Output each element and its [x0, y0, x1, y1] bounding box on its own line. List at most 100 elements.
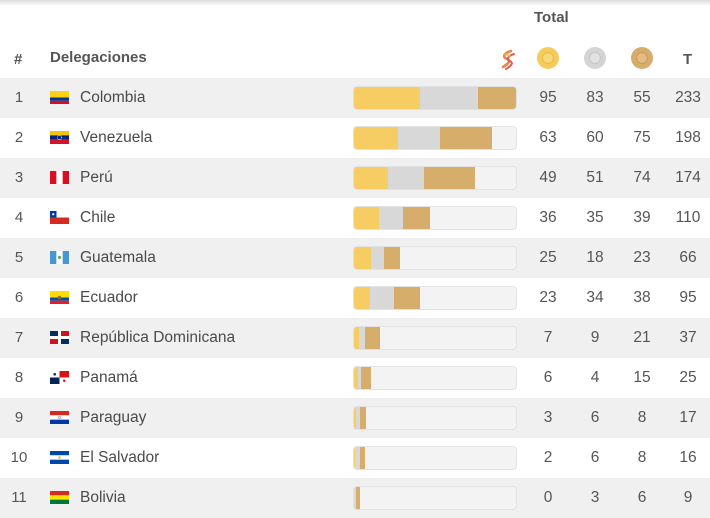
silver-bar-segment — [388, 167, 424, 189]
gold-bar-segment — [354, 367, 359, 389]
total-count: 9 — [683, 489, 693, 506]
gold-count: 0 — [543, 489, 553, 506]
country-name[interactable]: Paraguay — [80, 409, 147, 426]
silver-bar-segment — [369, 287, 394, 309]
silver-count: 9 — [590, 329, 600, 346]
table-row[interactable]: 2 Venezuela 63 60 75 198 — [0, 118, 710, 158]
table-row[interactable]: 1 Colombia 95 83 55 233 — [0, 78, 710, 118]
table-row[interactable]: 5 Guatemala 25 18 23 66 — [0, 238, 710, 278]
country-name[interactable]: República Dominicana — [80, 329, 236, 346]
total-count: 16 — [679, 449, 697, 466]
guatemala-flag-icon — [50, 251, 69, 264]
gold-count: 2 — [543, 449, 553, 466]
gold-count: 25 — [539, 249, 557, 266]
medal-distribution-bar — [353, 366, 517, 390]
table-row[interactable]: 3 Perú 49 51 74 174 — [0, 158, 710, 198]
medal-distribution-bar — [353, 206, 517, 230]
ecuador-flag-icon — [50, 291, 69, 304]
bronze-count: 8 — [637, 409, 647, 426]
gold-count: 63 — [539, 129, 557, 146]
country-name[interactable]: Chile — [80, 209, 116, 226]
gold-bar-segment — [354, 87, 421, 109]
silver-bar-segment — [356, 407, 361, 429]
bronze-count: 21 — [633, 329, 651, 346]
table-row[interactable]: 4 Chile 36 35 39 110 — [0, 198, 710, 238]
rank-cell: 4 — [14, 209, 24, 226]
bronze-bar-segment — [403, 207, 431, 229]
country-name[interactable]: Ecuador — [80, 289, 138, 306]
bronze-bar-segment — [439, 127, 492, 149]
gold-count: 7 — [543, 329, 553, 346]
bronze-bar-segment — [359, 447, 366, 469]
rank-cell: 5 — [14, 249, 24, 266]
medal-distribution-bar — [353, 86, 517, 110]
rank-cell: 10 — [10, 449, 28, 466]
bolivia-flag-icon — [50, 491, 69, 504]
gold-count: 3 — [543, 409, 553, 426]
top-shadow — [0, 0, 710, 6]
silver-bar-segment — [371, 247, 384, 269]
peru-flag-icon — [50, 171, 69, 184]
bronze-count: 38 — [633, 289, 651, 306]
gold-count: 6 — [543, 369, 553, 386]
silver-bar-segment — [397, 127, 440, 149]
table-row[interactable]: 7 República Dominicana 7 9 21 37 — [0, 318, 710, 358]
bronze-count: 8 — [637, 449, 647, 466]
country-name[interactable]: Venezuela — [80, 129, 153, 146]
country-name[interactable]: Guatemala — [80, 249, 156, 266]
country-name[interactable]: Perú — [80, 169, 113, 186]
silver-count: 4 — [590, 369, 600, 386]
bronze-bar-segment — [383, 247, 400, 269]
bronze-count: 23 — [633, 249, 651, 266]
silver-count: 18 — [586, 249, 604, 266]
country-name[interactable]: El Salvador — [80, 449, 160, 466]
gold-bar-segment — [354, 447, 356, 469]
gold-bar-segment — [354, 207, 380, 229]
rank-cell: 11 — [11, 489, 27, 506]
panama-flag-icon — [50, 371, 69, 384]
chile-flag-icon — [50, 211, 69, 224]
gold-count: 49 — [539, 169, 557, 186]
bronze-bar-segment — [477, 87, 516, 109]
rank-cell: 2 — [14, 129, 24, 146]
bronze-medal-icon[interactable] — [631, 47, 653, 69]
gold-medal-icon[interactable] — [537, 47, 559, 69]
silver-bar-segment — [420, 87, 478, 109]
country-name[interactable]: Colombia — [80, 89, 146, 106]
silver-count: 83 — [586, 89, 604, 106]
total-count: 37 — [679, 329, 697, 346]
silver-medal-icon[interactable] — [584, 47, 606, 69]
table-row[interactable]: 6 Ecuador 23 34 38 95 — [0, 278, 710, 318]
country-name[interactable]: Panamá — [80, 369, 138, 386]
total-column-group-label: Total — [534, 9, 569, 26]
bronze-bar-segment — [356, 487, 361, 509]
medal-distribution-bar — [353, 286, 517, 310]
medal-distribution-bar — [353, 246, 517, 270]
medal-distribution-bar — [353, 126, 517, 150]
total-count: 110 — [675, 209, 701, 226]
gold-bar-segment — [354, 287, 370, 309]
silver-count: 60 — [586, 129, 604, 146]
dominican-republic-flag-icon — [50, 331, 69, 344]
total-count: 25 — [679, 369, 697, 386]
table-row[interactable]: 10 El Salvador 2 6 8 16 — [0, 438, 710, 478]
medal-distribution-bar — [353, 166, 517, 190]
table-row[interactable]: 9 Paraguay 3 6 8 17 — [0, 398, 710, 438]
rank-cell: 8 — [14, 369, 24, 386]
table-row[interactable]: 11 Bolivia 0 3 6 9 — [0, 478, 710, 518]
rank-cell: 6 — [14, 289, 24, 306]
silver-bar-segment — [354, 487, 357, 509]
total-count: 174 — [675, 169, 701, 186]
bronze-bar-segment — [360, 367, 372, 389]
silver-count: 35 — [586, 209, 604, 226]
bronze-count: 55 — [633, 89, 651, 106]
bronze-bar-segment — [423, 167, 475, 189]
bronze-bar-segment — [393, 287, 421, 309]
bronze-count: 75 — [633, 129, 651, 146]
gold-bar-segment — [354, 327, 359, 349]
silver-bar-segment — [358, 327, 366, 349]
country-name[interactable]: Bolivia — [80, 489, 126, 506]
table-row[interactable]: 8 Panamá 6 4 15 25 — [0, 358, 710, 398]
bronze-bar-segment — [360, 407, 366, 429]
total-header[interactable]: T — [683, 51, 693, 68]
